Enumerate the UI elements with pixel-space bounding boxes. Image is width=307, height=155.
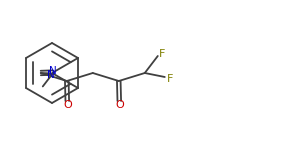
Text: O: O — [115, 100, 124, 111]
Text: O: O — [63, 100, 72, 111]
Text: F: F — [167, 74, 173, 84]
Text: F: F — [159, 49, 165, 60]
Text: N: N — [49, 66, 57, 76]
Text: N: N — [47, 71, 55, 80]
